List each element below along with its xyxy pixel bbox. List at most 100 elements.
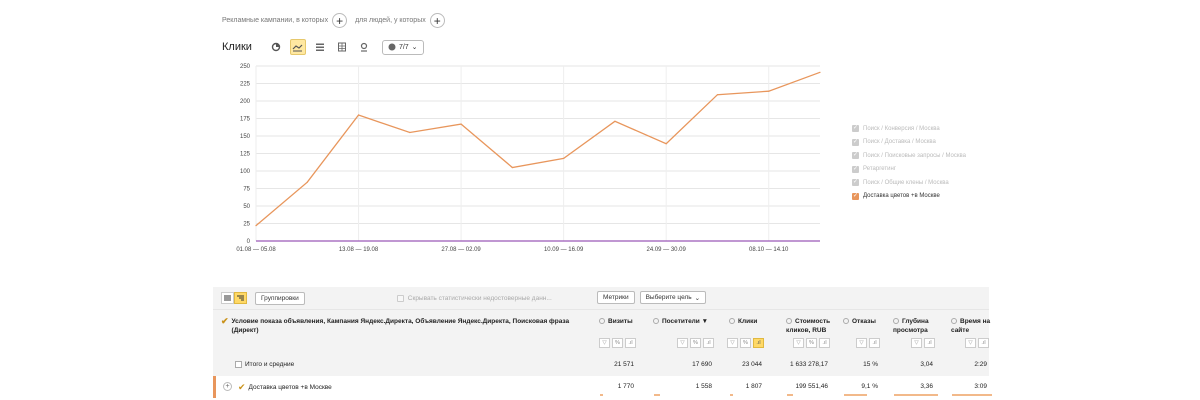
table-cell: 21 571 bbox=[614, 361, 634, 368]
column-header[interactable]: Отказы bbox=[843, 317, 884, 326]
percent-icon[interactable]: % bbox=[612, 338, 623, 348]
legend-item[interactable]: ✓ Ретаргетинг bbox=[852, 163, 966, 177]
stacked-area-icon[interactable] bbox=[312, 39, 328, 55]
column-label: Время на сайте bbox=[951, 318, 991, 334]
column-radio[interactable] bbox=[893, 318, 899, 324]
hide-unreliable-checkbox[interactable] bbox=[396, 294, 404, 302]
bar-chart-icon[interactable]: .ıl bbox=[819, 338, 830, 348]
legend-checkbox[interactable]: ✓ bbox=[852, 179, 859, 187]
add-campaign-condition-button[interactable]: + bbox=[332, 13, 348, 28]
data-point bbox=[716, 94, 719, 96]
totals-row: Итого и средние 21 571 17 690 23 044 1 633 … bbox=[213, 354, 989, 376]
percent-icon[interactable]: % bbox=[740, 338, 751, 348]
bar-chart-icon[interactable]: .ıl bbox=[625, 338, 636, 348]
column-label: Клики bbox=[738, 318, 758, 325]
column-header[interactable]: Визиты bbox=[599, 317, 640, 326]
bar-chart-icon[interactable] bbox=[334, 39, 350, 55]
filter-icon[interactable]: ▽ bbox=[599, 338, 610, 348]
filter-icon[interactable]: ▽ bbox=[677, 338, 688, 348]
bar-chart-icon[interactable]: .ıl bbox=[978, 338, 989, 348]
table-row[interactable]: + ✔ Доставка цветов +в Москве 1 770 1 558… bbox=[213, 376, 992, 398]
column-header[interactable]: Глубина просмотра bbox=[893, 317, 939, 335]
legend-item[interactable]: ✓ Поиск / Конверсия / Москва bbox=[852, 122, 966, 136]
pie-chart-icon[interactable] bbox=[268, 39, 284, 55]
percent-icon[interactable]: % bbox=[806, 338, 817, 348]
goal-select[interactable]: Выберите цель ⌄ bbox=[639, 291, 707, 304]
legend-checkbox[interactable]: ✓ bbox=[852, 192, 859, 200]
x-tick-label: 10.09 — 16.09 bbox=[544, 247, 584, 253]
column-header[interactable]: Посетители ▼ bbox=[653, 317, 718, 326]
column-header[interactable]: Стоимость кликов, RUB bbox=[786, 317, 834, 335]
series-line bbox=[255, 71, 821, 227]
legend-item[interactable]: ✓ Поиск / Поисковые запросы / Москва bbox=[852, 149, 966, 163]
column-header[interactable]: Время на сайте bbox=[951, 317, 993, 335]
chart-toolbar: Клики 7/7 ⌄ bbox=[222, 39, 424, 55]
chart-metric-title: Клики bbox=[222, 41, 252, 53]
legend-checkbox[interactable]: ✓ bbox=[852, 152, 859, 160]
legend-label: Поиск / Доставка / Москва bbox=[863, 139, 936, 146]
legend-checkbox[interactable]: ✓ bbox=[852, 125, 859, 133]
legend-checkbox[interactable]: ✓ bbox=[852, 138, 859, 146]
totals-checkbox[interactable] bbox=[235, 361, 242, 368]
legend-item[interactable]: ✓ Поиск / Доставка / Москва bbox=[852, 136, 966, 150]
filter-icon[interactable]: ▽ bbox=[856, 338, 867, 348]
column-radio[interactable] bbox=[653, 318, 659, 324]
period-select[interactable]: 7/7 ⌄ bbox=[381, 39, 424, 55]
map-pin-icon[interactable] bbox=[356, 39, 372, 55]
filter-icon[interactable]: ▽ bbox=[965, 338, 976, 348]
row-checkmark-icon[interactable]: ✔ bbox=[238, 382, 246, 392]
legend-label: Поиск / Конверсия / Москва bbox=[863, 125, 940, 132]
value-share-bar bbox=[844, 394, 868, 396]
bar-chart-icon[interactable]: .ıl bbox=[869, 338, 880, 348]
column-radio[interactable] bbox=[599, 318, 605, 324]
value-share-bar bbox=[600, 394, 604, 396]
value-share-bar bbox=[730, 394, 733, 396]
table-cell: 1 807 bbox=[745, 383, 762, 390]
x-tick-label: 08.10 — 14.10 bbox=[749, 247, 789, 253]
column-radio[interactable] bbox=[786, 318, 792, 324]
x-tick-label: 24.09 — 30.09 bbox=[646, 247, 686, 253]
data-point bbox=[357, 114, 360, 116]
filter-icon[interactable]: ▽ bbox=[911, 338, 922, 348]
column-header[interactable]: Клики bbox=[729, 317, 768, 326]
filter-icon[interactable]: ▽ bbox=[727, 338, 738, 348]
dimension-header[interactable]: ✔ Условие показа объявления, Кампания Ян… bbox=[221, 317, 591, 335]
bar-chart-icon[interactable]: .ıl bbox=[924, 338, 935, 348]
data-point bbox=[255, 225, 257, 227]
totals-label: Итого и средние bbox=[245, 361, 295, 368]
checkmark-icon[interactable]: ✔ bbox=[221, 316, 229, 326]
data-point bbox=[460, 123, 462, 125]
flat-view-icon[interactable] bbox=[221, 292, 234, 304]
data-point bbox=[511, 166, 513, 169]
column-label: Посетители ▼ bbox=[662, 318, 709, 325]
percent-icon[interactable]: % bbox=[690, 338, 701, 348]
legend-checkbox[interactable]: ✓ bbox=[852, 165, 859, 173]
table-cell: 3:09 bbox=[974, 383, 987, 390]
table-header: ✔ Условие показа объявления, Кампания Ян… bbox=[213, 309, 990, 354]
table-cell: 1 770 bbox=[617, 383, 634, 390]
groupings-button[interactable]: Группировки bbox=[255, 291, 305, 305]
metrics-button[interactable]: Метрики bbox=[597, 291, 635, 304]
filter-icon[interactable]: ▽ bbox=[793, 338, 804, 348]
legend-item[interactable]: ✓ Доставка цветов +в Москве bbox=[852, 190, 966, 204]
add-people-condition-button[interactable]: + bbox=[429, 13, 445, 28]
chevron-down-icon: ⌄ bbox=[411, 44, 418, 51]
table-cell: 199 551,46 bbox=[795, 383, 828, 390]
value-share-bar bbox=[894, 394, 938, 396]
column-radio[interactable] bbox=[843, 318, 849, 324]
x-tick-label: 27.08 — 02.09 bbox=[441, 247, 481, 253]
expand-row-icon[interactable]: + bbox=[223, 382, 232, 391]
column-radio[interactable] bbox=[729, 318, 735, 324]
y-tick-label: 75 bbox=[243, 187, 250, 193]
legend-item[interactable]: ✓ Поиск / Общие клены / Москва bbox=[852, 176, 966, 190]
line-chart-icon[interactable] bbox=[289, 39, 306, 55]
y-tick-label: 50 bbox=[243, 204, 250, 210]
table-cell: 23 044 bbox=[742, 361, 762, 368]
bar-chart-icon[interactable]: .ıl bbox=[753, 338, 764, 348]
bar-chart-icon[interactable]: .ıl bbox=[703, 338, 714, 348]
tree-view-icon[interactable] bbox=[234, 292, 247, 304]
campaigns-filter-label: Рекламные кампании, в которых bbox=[222, 17, 329, 24]
period-value: 7/7 bbox=[398, 43, 409, 51]
hide-unreliable-toggle[interactable]: Скрывать статистически недостоверные дан… bbox=[396, 294, 552, 302]
column-radio[interactable] bbox=[951, 318, 957, 324]
